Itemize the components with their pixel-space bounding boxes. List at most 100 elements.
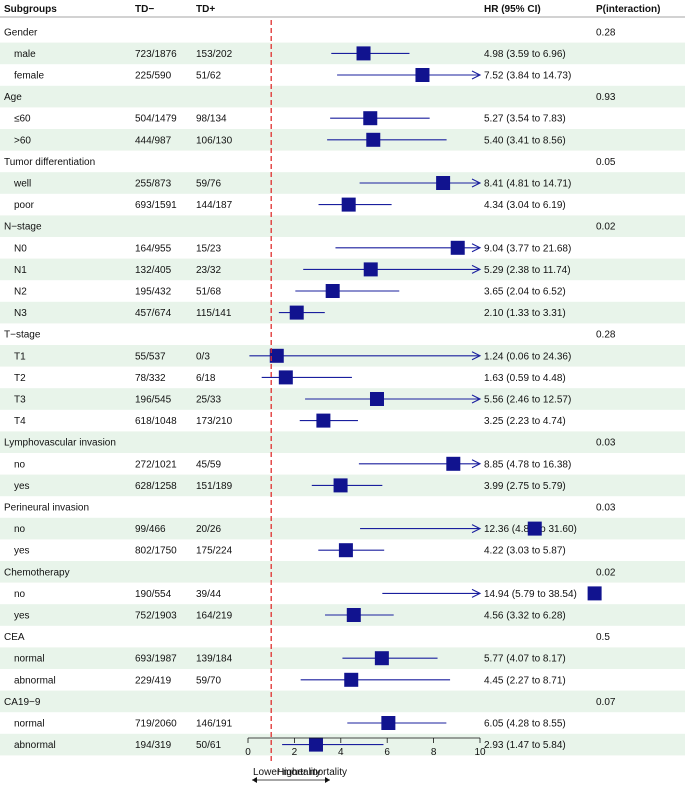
hr-ci-value: 1.63 (0.59 to 4.48) (484, 373, 566, 384)
hr-ci-value: 5.29 (2.38 to 11.74) (484, 265, 571, 276)
td-minus-value: 719/2060 (135, 719, 177, 730)
td-plus-value: 139/184 (196, 654, 233, 665)
hr-marker (289, 305, 304, 320)
group-label: CEA (4, 632, 25, 643)
subgroup-label: N2 (14, 287, 27, 298)
td-plus-value: 175/224 (196, 546, 233, 557)
hr-marker (363, 111, 378, 126)
td-plus-value: 51/62 (196, 71, 221, 82)
td-minus-value: 99/466 (135, 524, 166, 535)
hr-marker (278, 370, 293, 385)
subgroup-label: well (13, 179, 31, 190)
x-tick-label: 4 (338, 747, 344, 758)
hr-marker (374, 651, 389, 666)
p-interaction-value: 0.02 (596, 567, 616, 578)
p-interaction-value: 0.28 (596, 330, 616, 341)
hr-marker (308, 737, 323, 752)
subgroup-label: abnormal (14, 740, 56, 751)
hr-ci-value: 3.99 (2.75 to 5.79) (484, 481, 566, 492)
p-interaction-value: 0.03 (596, 438, 616, 449)
row-band (0, 85, 685, 108)
subgroup-label: yes (14, 546, 30, 557)
subgroup-label: abnormal (14, 675, 56, 686)
group-label: T−stage (4, 330, 41, 341)
group-label: CA19−9 (4, 697, 41, 708)
ci-arrow-icon (471, 178, 482, 188)
lower-mortality-label: Lower mortality (253, 767, 321, 778)
td-minus-value: 196/545 (135, 395, 172, 406)
header-td-plus: TD+ (196, 4, 215, 15)
row-band (0, 561, 685, 583)
subgroup-label: T3 (14, 395, 26, 406)
ci-arrow-icon (471, 588, 482, 598)
p-interaction-value: 0.93 (596, 92, 616, 103)
subgroup-label: N1 (14, 265, 27, 276)
hr-marker (346, 608, 361, 622)
td-minus-value: 190/554 (135, 589, 172, 600)
td-minus-value: 618/1048 (135, 416, 177, 427)
group-label: Chemotherapy (4, 567, 70, 578)
td-minus-value: 723/1876 (135, 49, 177, 60)
subgroup-label: female (14, 71, 44, 82)
x-tick-label: 6 (384, 747, 390, 758)
hr-ci-value: 4.56 (3.32 to 6.28) (484, 611, 566, 622)
td-plus-value: 6/18 (196, 373, 216, 384)
subgroup-label: poor (14, 200, 35, 211)
td-plus-value: 153/202 (196, 49, 233, 60)
hr-marker (341, 197, 356, 212)
right-arrow-icon (325, 777, 330, 783)
x-tick-label: 10 (474, 747, 486, 758)
td-plus-value: 15/23 (196, 243, 221, 254)
subgroup-label: yes (14, 611, 30, 622)
td-minus-value: 693/1987 (135, 654, 177, 665)
td-minus-value: 752/1903 (135, 611, 177, 622)
row-band (0, 517, 685, 540)
header-subgroups: Subgroups (4, 4, 57, 15)
td-minus-value: 225/590 (135, 71, 172, 82)
hr-ci-value: 1.24 (0.06 to 24.36) (484, 351, 571, 362)
hr-ci-value: 7.52 (3.84 to 14.73) (484, 71, 571, 82)
row-band (0, 215, 685, 237)
p-interaction-value: 0.03 (596, 503, 616, 514)
subgroup-label: yes (14, 481, 30, 492)
hr-marker (587, 586, 602, 601)
hr-marker (446, 456, 461, 471)
td-minus-value: 55/537 (135, 351, 166, 362)
td-minus-value: 164/955 (135, 243, 172, 254)
ci-arrow-icon (471, 264, 482, 274)
hr-ci-value: 5.77 (4.07 to 8.17) (484, 654, 566, 665)
x-tick-label: 2 (292, 747, 298, 758)
hr-marker (436, 176, 451, 190)
td-minus-value: 504/1479 (135, 114, 177, 125)
hr-marker (369, 392, 384, 406)
td-plus-value: 59/70 (196, 675, 221, 686)
td-plus-value: 50/61 (196, 740, 221, 751)
hr-ci-value: 2.10 (1.33 to 3.31) (484, 308, 566, 319)
subgroup-label: T4 (14, 416, 26, 427)
td-plus-value: 45/59 (196, 459, 221, 470)
td-plus-value: 51/68 (196, 287, 221, 298)
x-tick-label: 8 (431, 747, 437, 758)
td-plus-value: 39/44 (196, 589, 221, 600)
hr-ci-value: 2.93 (1.47 to 5.84) (484, 740, 566, 751)
hr-marker (381, 716, 396, 730)
row-band (0, 172, 685, 194)
group-label: N−stage (4, 222, 42, 233)
ci-arrow-icon (471, 459, 482, 469)
td-minus-value: 628/1258 (135, 481, 177, 492)
hr-marker (450, 240, 465, 255)
td-plus-value: 25/33 (196, 395, 221, 406)
x-axis: 0 2 4 6 8 10 (245, 737, 486, 758)
td-plus-value: 23/32 (196, 265, 221, 276)
subgroup-label: no (14, 524, 26, 535)
ci-arrow-icon (471, 351, 482, 361)
td-plus-value: 115/141 (196, 308, 232, 319)
table-rows: Gender 0.28 male 723/1876 153/202 4.98 (3.59 … (4, 27, 616, 752)
subgroup-label: normal (14, 654, 45, 665)
td-minus-value: 457/674 (135, 308, 172, 319)
hr-marker (325, 284, 340, 298)
hr-ci-value: 4.22 (3.03 to 5.87) (484, 546, 566, 557)
td-plus-value: 164/219 (196, 611, 233, 622)
ci-arrow-icon (471, 394, 482, 404)
row-band (0, 690, 685, 713)
